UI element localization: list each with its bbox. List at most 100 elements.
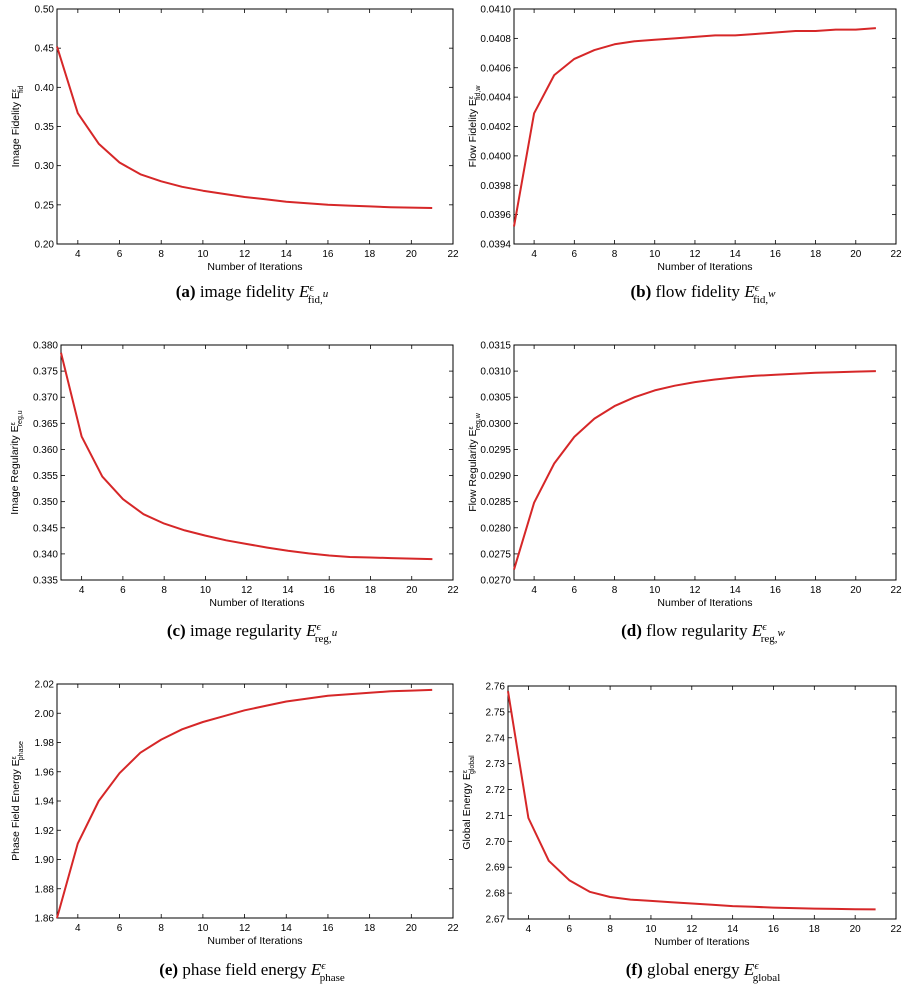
y-tick-label: 0.50 [35,5,55,16]
x-tick-label: 6 [117,249,123,260]
y-tick-label: 0.350 [33,497,58,508]
x-tick-label: 12 [241,585,253,596]
y-axis-label: Flow Regularity Eεreg,w [467,412,482,511]
x-tick-label: 12 [686,924,698,935]
x-tick-label: 22 [890,585,902,596]
x-tick-label: 8 [158,923,164,934]
y-tick-label: 2.70 [486,837,506,848]
x-axis-label: Number of Iterations [657,597,752,609]
panel-caption: (d) flow regularity Eϵ reg,w [621,621,785,645]
y-axis-label: Global Energy Eεglobal [461,755,476,850]
panel-caption: (f) global energy Eϵ global [626,960,781,984]
x-tick-label: 10 [197,923,209,934]
y-tick-label: 2.69 [486,863,506,874]
x-tick-label: 18 [364,923,376,934]
x-tick-label: 6 [572,249,578,260]
x-tick-label: 12 [689,249,701,260]
series-line [60,352,433,561]
x-tick-label: 20 [406,585,418,596]
y-tick-label: 1.92 [35,826,55,837]
x-tick-label: 12 [239,249,251,260]
series-line [56,688,433,919]
y-tick-label: 0.335 [33,576,58,587]
chart-panel-b: 4 6 8 10 12 14 16 18 20 22 0.0394 0.0396 0.0398 0.040… [467,5,902,307]
x-tick-label: 8 [607,924,613,935]
x-tick-label: 20 [406,249,418,260]
x-tick-label: 10 [645,924,657,935]
y-tick-label: 2.00 [35,709,55,720]
x-tick-label: 16 [770,585,782,596]
x-tick-label: 8 [612,585,618,596]
series-line [507,691,876,911]
x-tick-label: 4 [531,249,537,260]
y-axis-label: Image Regularity Eεreg,u [9,410,24,514]
chart-panel-f: 4 6 8 10 12 14 16 18 20 22 2.67 2.68 2.69 2.70 2.71 2.7… [461,682,902,985]
y-tick-label: 2.02 [35,680,55,691]
x-tick-label: 10 [197,249,209,260]
y-tick-label: 0.0290 [480,471,511,482]
x-tick-label: 14 [730,585,742,596]
y-tick-label: 0.0410 [480,5,511,16]
x-tick-label: 16 [322,249,334,260]
x-tick-label: 18 [810,249,822,260]
panel-caption: (b) flow fidelity Eϵ fid,w [631,282,777,306]
x-tick-label: 20 [850,924,862,935]
y-tick-label: 0.0295 [480,445,511,456]
y-tick-label: 0.0406 [480,63,511,74]
x-tick-label: 10 [649,585,661,596]
y-tick-label: 0.0285 [480,497,511,508]
y-tick-label: 0.0280 [480,523,511,534]
x-tick-label: 14 [730,249,742,260]
y-tick-label: 0.380 [33,341,58,352]
plot-frame [513,8,897,245]
y-tick-label: 0.0310 [480,367,511,378]
x-tick-label: 22 [447,923,459,934]
x-tick-label: 4 [75,249,81,260]
y-tick-label: 2.74 [486,733,506,744]
x-tick-label: 20 [850,585,862,596]
x-tick-label: 6 [117,923,123,934]
y-tick-label: 0.45 [35,44,55,55]
chart-panel-d: 4 6 8 10 12 14 16 18 20 22 0.0270 0.0275 0.0280 0.028… [467,341,902,646]
y-tick-label: 1.94 [35,797,55,808]
y-tick-label: 0.40 [35,83,55,94]
x-tick-label: 6 [566,924,572,935]
y-tick-label: 0.365 [33,419,58,430]
y-tick-label: 2.67 [486,915,506,926]
y-tick-label: 0.340 [33,549,58,560]
x-tick-label: 8 [161,585,167,596]
x-tick-label: 16 [322,923,334,934]
y-tick-label: 0.30 [35,161,55,172]
y-tick-label: 2.71 [486,811,506,822]
x-tick-label: 16 [770,249,782,260]
y-tick-label: 0.0402 [480,122,511,133]
x-axis-label: Number of Iterations [209,597,304,609]
x-tick-label: 22 [447,585,459,596]
x-axis-label: Number of Iterations [654,936,749,948]
series-line [513,370,876,570]
series-line [56,46,433,209]
y-tick-label: 2.68 [486,889,506,900]
plot-frame [513,344,897,581]
y-tick-label: 0.370 [33,393,58,404]
y-tick-label: 0.0404 [480,93,511,104]
x-tick-label: 14 [281,923,293,934]
y-tick-label: 0.0300 [480,419,511,430]
y-tick-label: 0.0398 [480,181,511,192]
y-tick-label: 0.0408 [480,34,511,45]
chart-panel-a: 4 6 8 10 12 14 16 18 20 22 0.20 0.25 0.30 0.35 0.40 0.4… [10,5,459,307]
y-tick-label: 1.96 [35,767,55,778]
x-tick-label: 22 [890,249,902,260]
y-axis-label: Flow Fidelity Eεfid,w [467,85,482,168]
series-line [513,27,876,227]
y-tick-label: 0.0315 [480,341,511,352]
y-tick-label: 0.0305 [480,393,511,404]
x-tick-label: 22 [447,249,459,260]
x-tick-label: 12 [239,923,251,934]
x-tick-label: 16 [768,924,780,935]
y-tick-label: 2.76 [486,682,506,693]
plot-frame [60,344,454,581]
x-tick-label: 8 [158,249,164,260]
y-tick-label: 0.375 [33,367,58,378]
y-tick-label: 1.86 [35,914,55,925]
